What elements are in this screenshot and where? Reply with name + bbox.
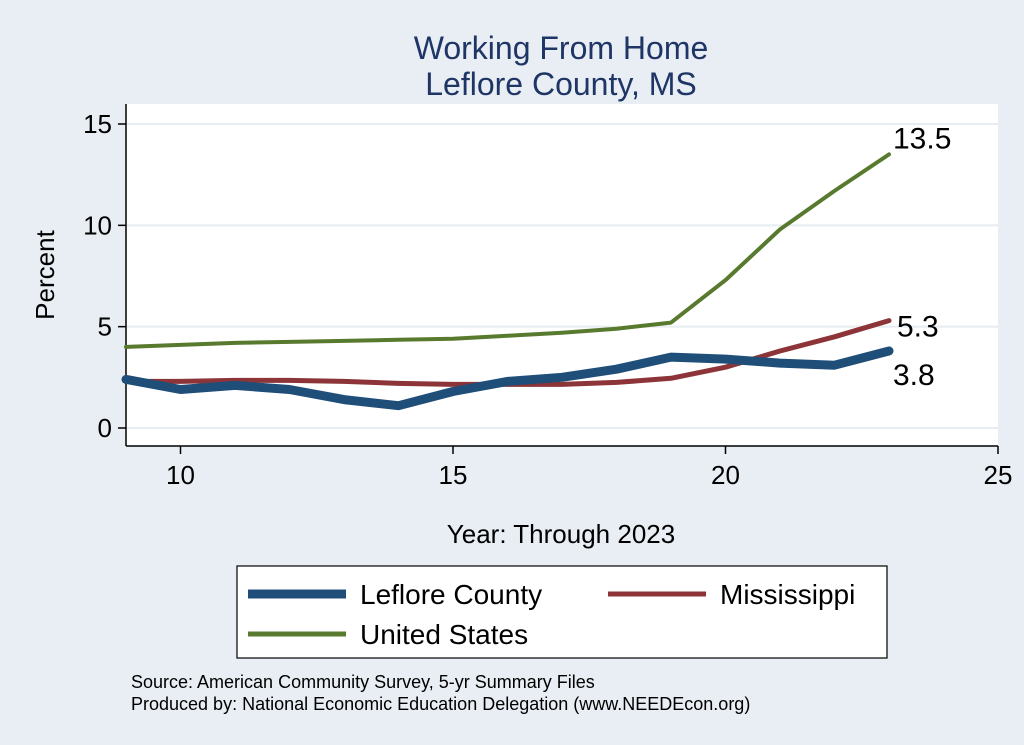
source-note: Source: American Community Survey, 5-yr …: [131, 672, 595, 692]
y-tick-label: 5: [98, 312, 112, 342]
y-tick-label: 10: [83, 210, 112, 240]
x-axis-label: Year: Through 2023: [447, 519, 675, 549]
end-labels: 3.8 5.3 13.5: [893, 122, 951, 392]
y-axis-label: Percent: [30, 229, 60, 319]
end-label-leflore-county: 3.8: [893, 359, 935, 392]
end-label-mississippi: 5.3: [897, 311, 939, 344]
legend-label: Leflore County: [360, 579, 542, 610]
credit-note: Produced by: National Economic Education…: [131, 694, 750, 714]
end-label-united-states: 13.5: [893, 122, 951, 155]
chart-subtitle: Leflore County, MS: [425, 66, 697, 102]
axis-ticks: 0 5 10 15 10 15 20 25: [83, 109, 1012, 490]
legend-label: United States: [360, 619, 528, 650]
x-tick-label: 10: [166, 460, 195, 490]
series-line-united-states: [124, 152, 891, 349]
grid-lines: [126, 123, 998, 429]
x-tick-label: 15: [439, 460, 468, 490]
y-tick-label: 0: [98, 413, 112, 443]
x-tick-label: 25: [984, 460, 1013, 490]
legend-label: Mississippi: [720, 579, 855, 610]
chart-title: Working From Home: [414, 30, 709, 66]
legend-box: [236, 565, 888, 659]
series-line-leflore-county: [121, 346, 894, 411]
legend: Leflore County Mississippi United States: [248, 579, 855, 650]
series-lines: [121, 152, 894, 411]
x-tick-label: 20: [711, 460, 740, 490]
y-tick-label: 15: [83, 109, 112, 139]
plot-area: [126, 104, 998, 446]
